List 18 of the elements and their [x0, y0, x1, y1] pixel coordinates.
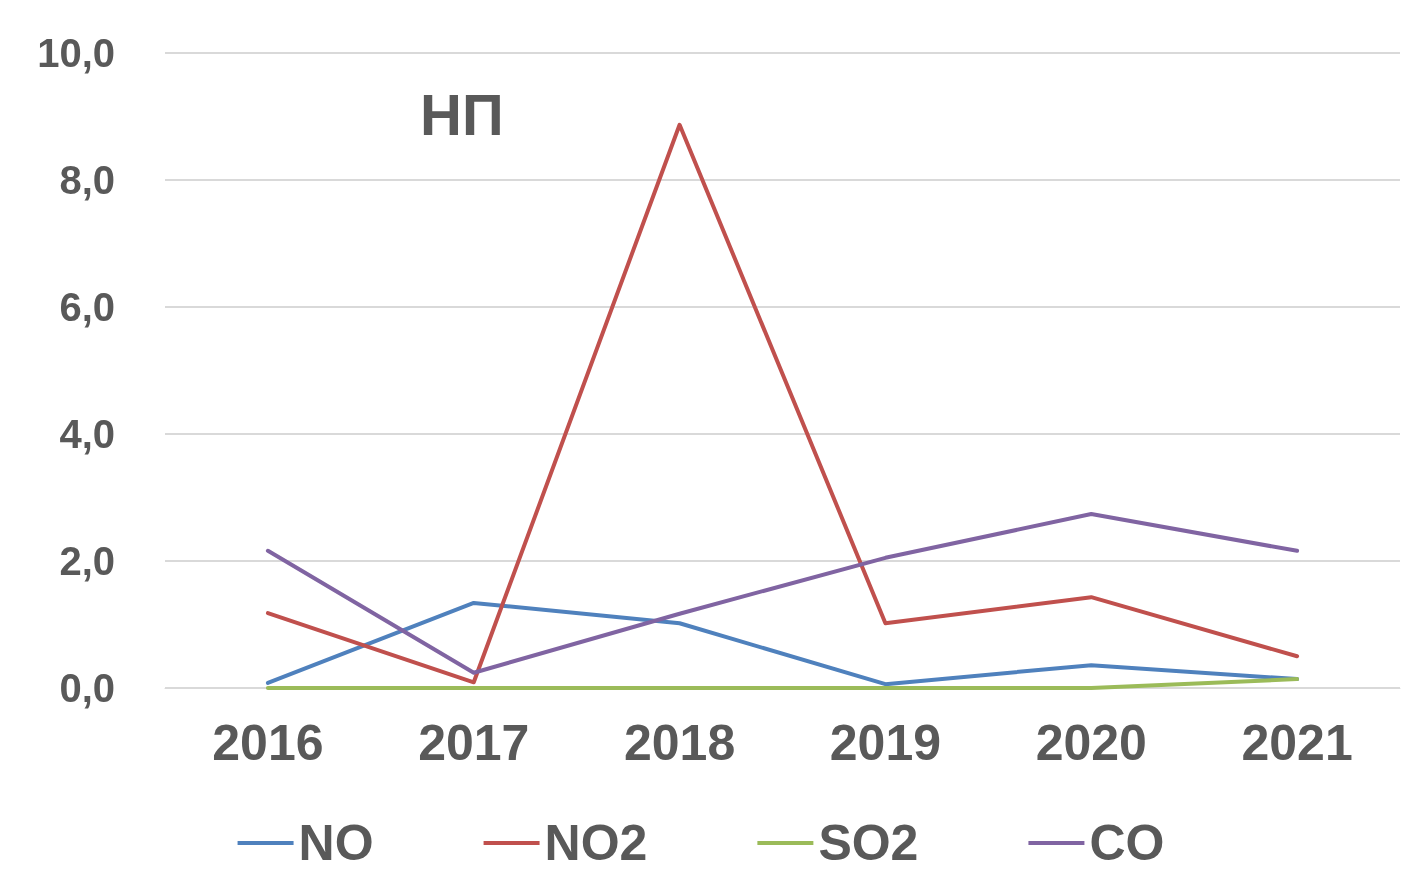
legend-label: NO: [298, 815, 374, 871]
y-tick-label: 0,0: [59, 666, 115, 710]
y-tick-label: 10,0: [37, 31, 115, 75]
y-tick-label: 4,0: [59, 412, 115, 456]
y-tick-label: 6,0: [59, 285, 115, 329]
legend-label: SO2: [818, 815, 919, 871]
y-tick-label: 8,0: [59, 158, 115, 202]
text: НП: [420, 81, 504, 147]
x-tick-label: 2016: [212, 715, 324, 771]
x-tick-label: 2018: [623, 715, 736, 771]
y-tick-label: 2,0: [59, 539, 115, 583]
line-series: [265, 512, 1300, 675]
legend-label: CO: [1089, 815, 1165, 871]
x-tick-label: 2017: [418, 715, 530, 771]
legend-label: NO2: [544, 815, 648, 871]
x-tick-label: 2020: [1035, 715, 1147, 771]
x-tick-label: 2021: [1241, 715, 1353, 771]
x-tick-label: 2019: [829, 715, 942, 771]
